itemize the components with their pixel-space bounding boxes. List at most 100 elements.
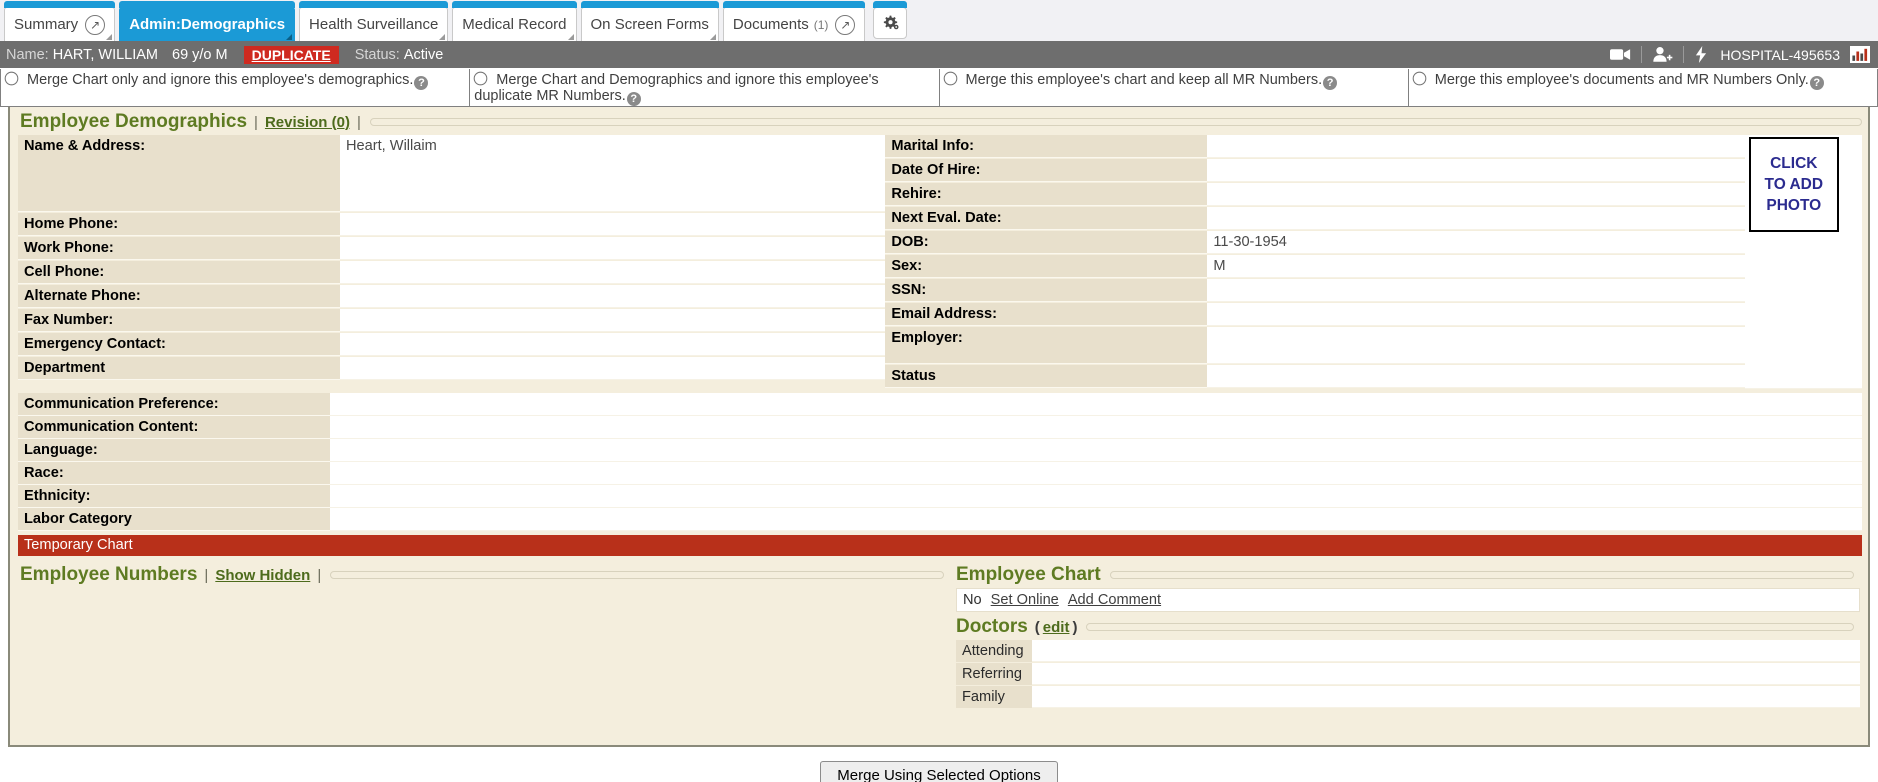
merge-option-chart-and-demographics[interactable]: Merge Chart and Demographics and ignore … — [470, 69, 940, 107]
field-labor-category: Labor Category — [18, 508, 1862, 531]
tab-corner-icon — [286, 34, 293, 40]
employee-chart-online-row: No Set Online Add Comment — [956, 588, 1860, 612]
field-value[interactable] — [330, 462, 1862, 485]
field-value[interactable] — [1207, 327, 1745, 364]
field-label: DOB: — [885, 231, 1208, 254]
field-value[interactable] — [330, 508, 1862, 531]
tab-label: Summary — [14, 16, 79, 33]
field-value[interactable] — [1207, 183, 1745, 206]
tab-on-screen-forms[interactable]: On Screen Forms — [580, 1, 720, 41]
photo-column: CLICK TO ADD PHOTO — [1744, 135, 1862, 389]
merge-option-radio[interactable] — [4, 71, 19, 86]
field-value[interactable] — [340, 357, 886, 380]
demographics-right-column: Marital Info: Date Of Hire: Rehire: Next… — [885, 135, 1745, 389]
field-value[interactable] — [330, 416, 1862, 439]
tab-documents-count: (1) — [813, 17, 829, 32]
field-fax-number: Fax Number: — [18, 309, 886, 333]
tab-admin-demographics[interactable]: Admin:Demographics — [119, 1, 296, 41]
tab-summary[interactable]: Summary ↗ — [4, 1, 116, 41]
field-label: Rehire: — [885, 183, 1208, 206]
doctor-value[interactable] — [1032, 663, 1860, 685]
add-photo-placeholder[interactable]: CLICK TO ADD PHOTO — [1748, 137, 1839, 232]
field-communication-content: Communication Content: — [18, 416, 1862, 439]
tab-label: Health Surveillance — [309, 16, 439, 33]
video-camera-icon[interactable] — [1610, 47, 1631, 62]
tab-medical-record[interactable]: Medical Record — [452, 1, 577, 41]
add-comment-link[interactable]: Add Comment — [1067, 592, 1162, 608]
tab-health-surveillance[interactable]: Health Surveillance — [299, 1, 449, 41]
temporary-chart-banner: Temporary Chart — [18, 535, 1862, 556]
field-value[interactable] — [340, 309, 886, 332]
tab-corner-icon — [439, 34, 446, 40]
set-online-link[interactable]: Set Online — [990, 592, 1059, 608]
field-value[interactable] — [1207, 135, 1745, 158]
field-value[interactable] — [1207, 159, 1745, 182]
tab-corner-icon — [106, 34, 113, 40]
field-label: Employer: — [885, 327, 1208, 364]
field-label: Emergency Contact: — [18, 333, 340, 356]
field-value[interactable] — [1207, 207, 1745, 230]
bar-chart-icon[interactable] — [1850, 46, 1870, 63]
field-value[interactable]: Heart, Willaim — [340, 135, 886, 212]
revision-link[interactable]: Revision (0) — [264, 113, 350, 131]
field-value[interactable] — [340, 285, 886, 308]
field-label: Labor Category — [18, 508, 330, 531]
field-value[interactable]: M — [1207, 255, 1745, 278]
field-date-of-hire: Date Of Hire: — [885, 159, 1745, 183]
merge-option-radio[interactable] — [1412, 71, 1427, 86]
doctors-edit-link[interactable]: edit — [1042, 618, 1070, 636]
field-value[interactable] — [1207, 279, 1745, 302]
tab-corner-icon — [709, 34, 716, 40]
merge-option-documents-and-mr-only[interactable]: Merge this employee's documents and MR N… — [1408, 69, 1878, 107]
patient-name-value: HART, WILLIAM — [52, 46, 158, 63]
help-icon[interactable]: ? — [1809, 76, 1824, 90]
field-value[interactable] — [340, 213, 886, 236]
header-rule — [330, 571, 944, 579]
field-label: Race: — [18, 462, 330, 485]
merge-using-selected-options-button[interactable]: Merge Using Selected Options — [820, 761, 1058, 782]
field-value[interactable] — [330, 485, 1862, 508]
field-value[interactable] — [1207, 303, 1745, 326]
add-user-icon[interactable] — [1652, 46, 1673, 63]
lightning-bolt-icon[interactable] — [1694, 46, 1708, 63]
employee-numbers-list — [18, 588, 950, 718]
tab-label: On Screen Forms — [590, 16, 709, 33]
doctor-row-family: Family — [956, 686, 1860, 709]
field-value[interactable] — [330, 393, 1862, 416]
field-value[interactable] — [1207, 365, 1745, 388]
show-hidden-link[interactable]: Show Hidden — [215, 566, 311, 584]
merge-option-keep-all-mr[interactable]: Merge this employee's chart and keep all… — [939, 69, 1409, 107]
field-value[interactable] — [340, 333, 886, 356]
field-value[interactable] — [340, 237, 886, 260]
field-value[interactable]: 11-30-1954 — [1207, 231, 1745, 254]
tab-documents[interactable]: Documents (1) ↗ — [722, 1, 866, 41]
doctor-row-attending: Attending — [956, 640, 1860, 663]
patient-status-label: Status: — [354, 46, 400, 63]
chart-online-value: No — [963, 592, 982, 608]
field-language: Language: — [18, 439, 1862, 462]
external-link-icon[interactable]: ↗ — [85, 14, 106, 35]
merge-option-radio[interactable] — [943, 71, 957, 86]
patient-header-bar: Name: HART, WILLIAM 69 y/o M DUPLICATE S… — [0, 41, 1878, 68]
doctor-value[interactable] — [1032, 686, 1860, 708]
doctor-value[interactable] — [1032, 640, 1860, 662]
field-employer: Employer: — [885, 327, 1745, 365]
external-link-icon[interactable]: ↗ — [835, 14, 856, 35]
settings-gear-button[interactable] — [873, 1, 908, 39]
help-icon[interactable]: ? — [414, 76, 429, 90]
field-value[interactable] — [330, 439, 1862, 462]
field-label: Home Phone: — [18, 213, 340, 236]
help-icon[interactable]: ? — [626, 92, 641, 106]
field-label: Ethnicity: — [18, 485, 330, 508]
merge-option-chart-only[interactable]: Merge Chart only and ignore this employe… — [0, 69, 471, 107]
duplicate-badge[interactable]: DUPLICATE — [243, 45, 339, 64]
demographics-left-column: Name & Address: Heart, Willaim Home Phon… — [18, 135, 886, 389]
field-value[interactable] — [340, 261, 886, 284]
photo-line-2: TO ADD — [1764, 176, 1824, 193]
tab-label: Medical Record — [462, 16, 567, 33]
separator: | — [317, 566, 322, 584]
merge-option-radio[interactable] — [473, 71, 488, 86]
field-label: Communication Content: — [18, 416, 330, 439]
help-icon[interactable]: ? — [1323, 76, 1338, 90]
section-title: Employee Numbers — [20, 564, 198, 585]
